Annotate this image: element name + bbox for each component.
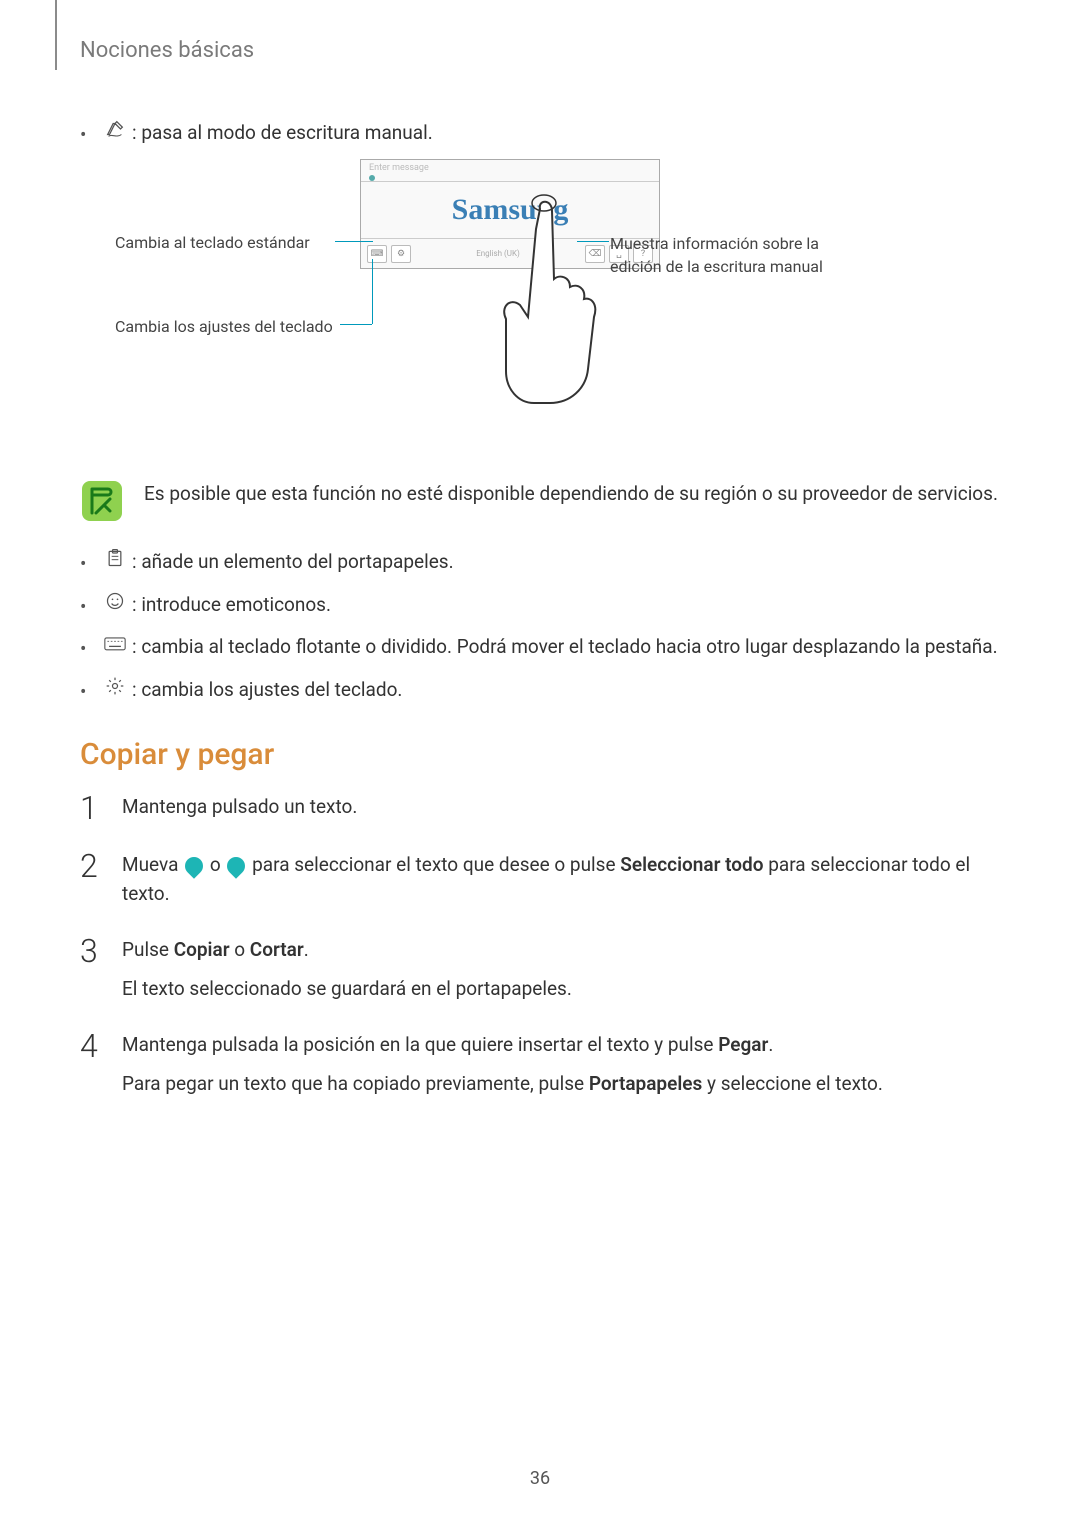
callout-line xyxy=(372,259,373,324)
t: Mueva xyxy=(122,853,183,876)
input-placeholder: Enter message xyxy=(369,163,429,173)
keyboard-layout-icon xyxy=(104,632,126,654)
step-1: 1 Mantenga pulsado un texto. xyxy=(80,792,1000,824)
intro-bullet-text: : pasa al modo de escritura manual. xyxy=(132,118,433,147)
bullet-text: : introduce emoticonos. xyxy=(132,590,331,620)
note-box: Es posible que esta función no esté disp… xyxy=(80,479,1000,523)
list-item: • : añade un elemento del portapapeles. xyxy=(80,547,1000,579)
bullet-text: : añade un elemento del portapapeles. xyxy=(132,547,454,577)
header-rule xyxy=(55,0,57,70)
gear-icon: ⚙ xyxy=(391,245,411,263)
list-item: • : cambia al teclado flotante o dividid… xyxy=(80,632,1000,664)
bullet-dot: • xyxy=(80,675,104,707)
callout-right-line2: edición de la escritura manual xyxy=(610,257,823,276)
callout-label-right: Muestra información sobre la edición de … xyxy=(610,233,823,278)
clipboard-icon xyxy=(104,547,126,569)
note-icon xyxy=(80,479,124,523)
list-item: • : introduce emoticonos. xyxy=(80,590,1000,622)
intro-bullet: • : pasa al modo de escritura manual. xyxy=(80,118,1000,149)
list-item: • : cambia los ajustes del teclado. xyxy=(80,675,1000,707)
bullet-dot: • xyxy=(80,632,104,664)
bullet-dot: • xyxy=(80,118,104,149)
t: y seleccione el texto. xyxy=(702,1072,883,1095)
page-header: Nociones básicas xyxy=(80,38,254,63)
bullet-dot: • xyxy=(80,547,104,579)
step-number: 1 xyxy=(80,792,104,824)
step-2: 2 Mueva o para seleccionar el texto que … xyxy=(80,850,1000,909)
bold-label: Seleccionar todo xyxy=(620,853,763,876)
note-text: Es posible que esta función no esté disp… xyxy=(144,479,998,523)
step-body: Mantenga pulsado un texto. xyxy=(122,792,1000,824)
bold-label: Pegar xyxy=(718,1033,768,1056)
step-number: 3 xyxy=(80,935,104,1004)
t: Para pegar un texto que ha copiado previ… xyxy=(122,1072,589,1095)
callout-label-left-2: Cambia los ajustes del teclado xyxy=(115,317,333,336)
keyboard-top-bar: Enter message xyxy=(361,160,659,182)
page-number: 36 xyxy=(0,1468,1080,1489)
gear-icon xyxy=(104,675,126,697)
t: . xyxy=(304,938,309,961)
step-body: Pulse Copiar o Cortar. El texto seleccio… xyxy=(122,935,1000,1004)
handwriting-icon xyxy=(104,118,126,140)
keyboard-icon: ⌨ xyxy=(367,245,387,263)
step-number: 2 xyxy=(80,850,104,909)
t: Pulse xyxy=(122,938,174,961)
t: Mantenga pulsada la posición en la que q… xyxy=(122,1033,718,1056)
bullet-dot: • xyxy=(80,590,104,622)
bullet-text: : cambia al teclado flotante o dividido.… xyxy=(132,632,998,662)
bullet-text: : cambia los ajustes del teclado. xyxy=(132,675,402,705)
t: o xyxy=(205,853,225,876)
step-body: Mantenga pulsada la posición en la que q… xyxy=(122,1030,1000,1099)
step-subtext: El texto seleccionado se guardará en el … xyxy=(122,977,572,1000)
t: para seleccionar el texto que desee o pu… xyxy=(247,853,620,876)
callout-line xyxy=(335,241,373,242)
step-3: 3 Pulse Copiar o Cortar. El texto selecc… xyxy=(80,935,1000,1004)
bold-label: Copiar xyxy=(174,938,230,961)
t: o xyxy=(230,938,250,961)
hand-illustration xyxy=(480,189,620,409)
callout-label-left-1: Cambia al teclado estándar xyxy=(115,233,310,252)
step-4: 4 Mantenga pulsada la posición en la que… xyxy=(80,1030,1000,1099)
bold-label: Portapapeles xyxy=(589,1072,702,1095)
bold-label: Cortar xyxy=(250,938,304,961)
t: . xyxy=(768,1033,773,1056)
callout-right-line1: Muestra información sobre la xyxy=(610,234,819,253)
step-number: 4 xyxy=(80,1030,104,1099)
callout-line xyxy=(340,324,372,325)
selection-handle-left-icon xyxy=(181,853,206,878)
icon-bullet-list: • : añade un elemento del portapapeles. … xyxy=(80,547,1000,707)
step-body: Mueva o para seleccionar el texto que de… xyxy=(122,850,1000,909)
selection-handle-right-icon xyxy=(224,853,249,878)
section-title: Copiar y pegar xyxy=(80,737,1000,772)
handwriting-diagram: Enter message Samsung ⌨ ⚙ English (UK) ⌫… xyxy=(80,159,1000,459)
smiley-icon xyxy=(104,590,126,612)
